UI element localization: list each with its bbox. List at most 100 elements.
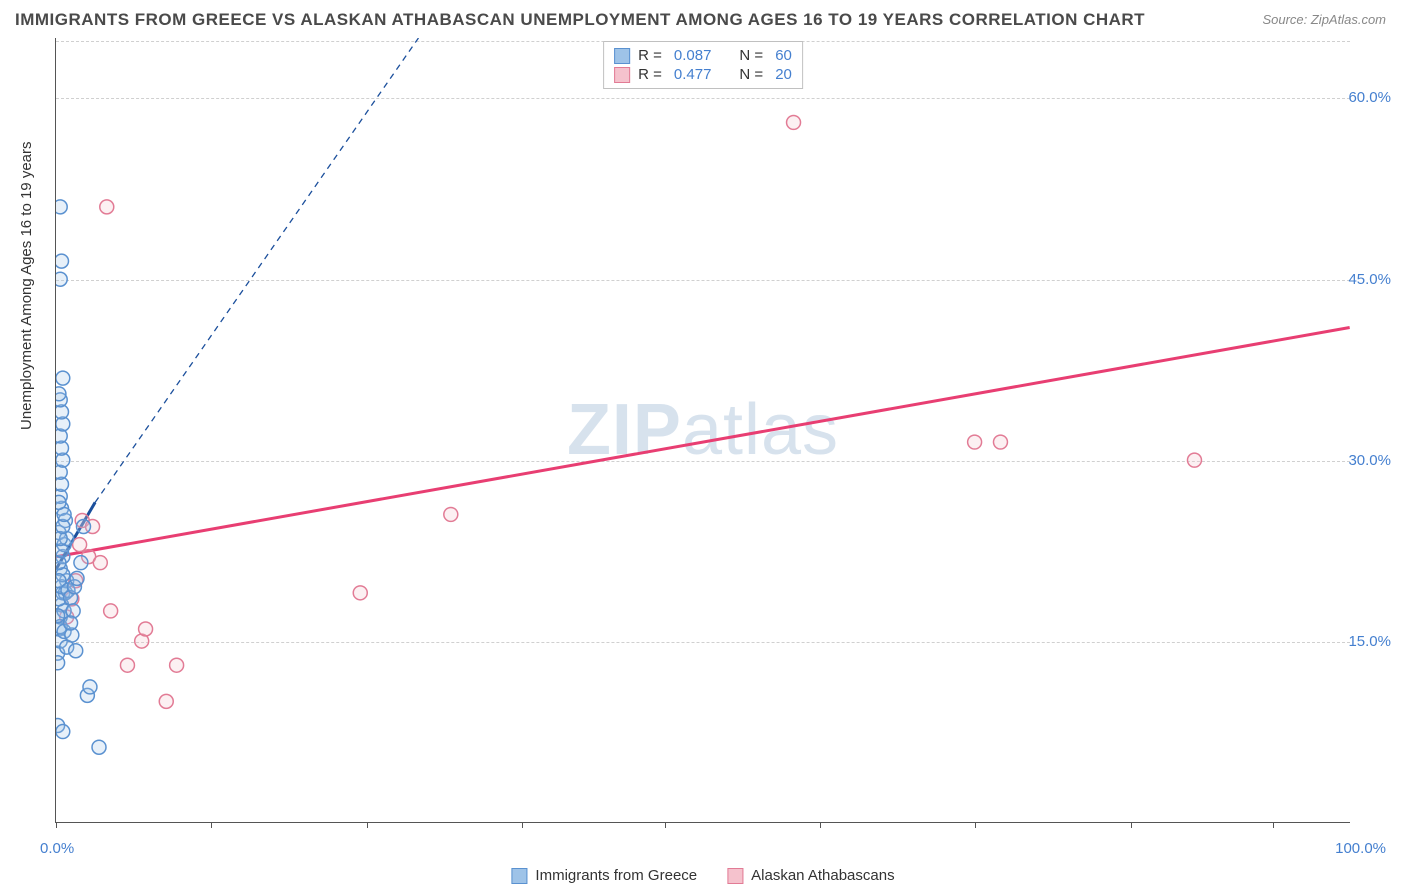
data-point [67,580,81,594]
data-point [56,441,68,455]
data-point [60,532,74,546]
x-tick [975,822,976,828]
legend-row-2: R = 0.477 N = 20 [614,65,792,84]
data-point [75,513,89,527]
grid-line [56,280,1350,281]
data-point [57,604,71,618]
data-point [56,501,68,515]
series-legend: Immigrants from Greece Alaskan Athabasca… [511,867,894,884]
data-point [56,719,65,733]
data-point [139,622,153,636]
data-point [60,610,74,624]
data-point [82,550,96,564]
data-point [69,644,83,658]
x-tick [522,822,523,828]
source-label: Source: ZipAtlas.com [1262,12,1386,27]
data-point [444,507,458,521]
data-point [70,571,84,585]
swatch-icon [511,868,527,884]
data-point [56,532,67,546]
data-point [56,646,65,660]
correlation-legend: R = 0.087 N = 60 R = 0.477 N = 20 [603,41,803,89]
data-point [100,200,114,214]
data-point [56,556,66,570]
legend-item-1: Immigrants from Greece [511,867,697,884]
data-point [56,495,66,509]
y-tick-label: 30.0% [1348,452,1391,469]
swatch-icon [727,868,743,884]
data-point [83,680,97,694]
data-point [56,725,70,739]
data-point [56,526,66,540]
data-point [65,628,79,642]
scatter-svg [56,38,1350,822]
data-point [64,591,78,605]
data-point [56,620,67,634]
data-point [56,544,68,558]
data-point [56,586,70,600]
data-point [159,694,173,708]
data-point [57,624,71,638]
data-point [353,586,367,600]
y-tick-label: 45.0% [1348,271,1391,288]
legend-item-2: Alaskan Athabascans [727,867,894,884]
data-point [56,609,65,623]
x-tick [1131,822,1132,828]
data-point [56,254,68,268]
data-point [56,477,68,491]
y-tick-label: 60.0% [1348,89,1391,106]
data-point [56,656,65,670]
data-point [56,405,68,419]
data-point [170,658,184,672]
x-tick [1273,822,1274,828]
y-tick-label: 15.0% [1348,633,1391,650]
plot-area: ZIPatlas R = 0.087 N = 60 R = 0.477 N = … [55,38,1350,823]
data-point [104,604,118,618]
data-point [57,507,71,521]
data-point [993,435,1007,449]
grid-line [56,642,1350,643]
chart-title: IMMIGRANTS FROM GREECE VS ALASKAN ATHABA… [15,10,1145,30]
data-point [56,574,66,588]
data-point [58,586,72,600]
data-point [92,740,106,754]
data-point [56,622,66,636]
data-point [787,115,801,129]
data-point [56,610,67,624]
data-point [56,568,70,582]
watermark: ZIPatlas [567,389,839,471]
data-point [56,200,67,214]
y-axis-label: Unemployment Among Ages 16 to 19 years [18,141,35,430]
grid-line [56,461,1350,462]
data-point [65,592,79,606]
data-point [56,489,67,503]
data-point [74,556,88,570]
data-point [120,658,134,672]
data-point [56,550,70,564]
data-point [58,513,72,527]
data-point [56,592,66,606]
x-tick [211,822,212,828]
data-point [56,387,66,401]
data-point [60,574,74,588]
data-point [73,538,87,552]
x-tick-right: 100.0% [1335,840,1386,857]
data-point [93,556,107,570]
data-point [76,520,90,534]
data-point [56,429,67,443]
x-tick [367,822,368,828]
data-point [56,393,67,407]
legend-row-1: R = 0.087 N = 60 [614,46,792,65]
data-point [80,688,94,702]
data-point [56,598,68,612]
swatch-icon [614,67,630,83]
swatch-icon [614,48,630,64]
data-point [57,538,71,552]
data-point [56,580,68,594]
x-tick [820,822,821,828]
data-point [64,616,78,630]
data-point [66,604,80,618]
data-point [69,574,83,588]
grid-line [56,98,1350,99]
data-point [968,435,982,449]
